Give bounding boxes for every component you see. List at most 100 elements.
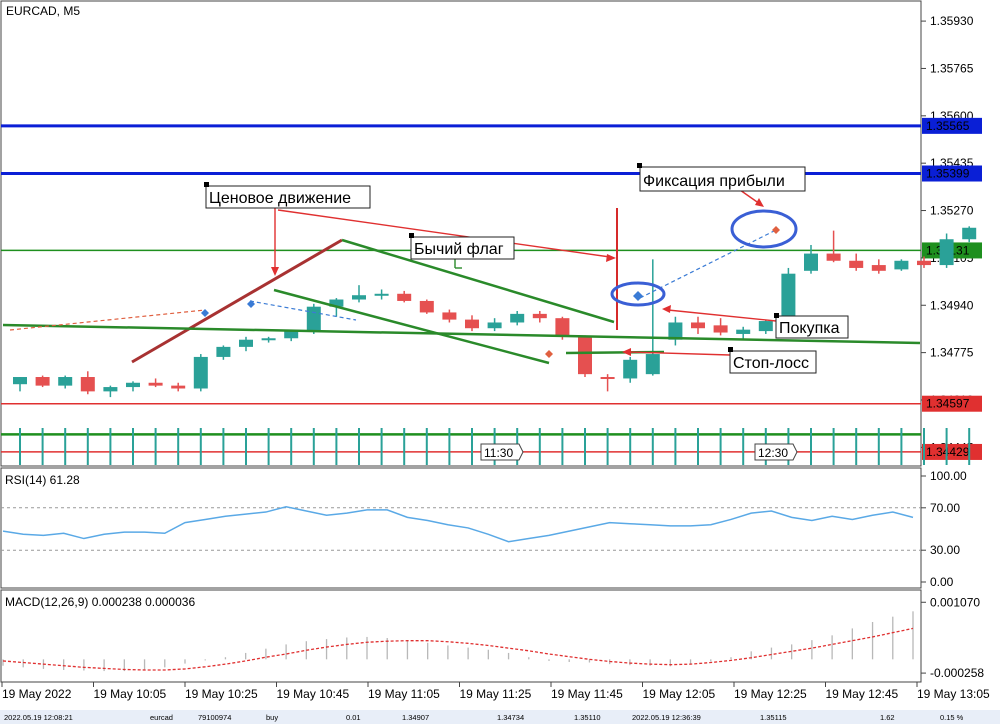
candle-body-42 [962,227,977,240]
candle-body-32 [736,329,751,334]
candle-body-18 [419,300,434,313]
candle-body-4 [103,387,118,392]
price-tick-label-6: 1.34940 [930,298,974,312]
pole-line [131,238,343,364]
candle-body-10 [239,339,253,347]
time-tick-label-2: 19 May 10:25 [185,687,258,701]
time-tick-label-7: 19 May 12:05 [643,687,716,701]
price-tick-label-7: 1.34775 [930,346,974,360]
candle-body-29 [668,322,683,340]
candle-body-23 [532,313,547,319]
candle-body-36 [826,253,841,261]
status-field-8: 2022.05.19 12:36:39 [632,713,701,722]
annotation-arrows [271,189,777,356]
candle-body-14 [329,299,344,307]
candle-body-41 [939,239,954,266]
time-tick-label-6: 19 May 11:45 [551,687,623,701]
time-tick-label-0: 19 May 2022 [2,687,72,701]
level-tag-label-4: 1.34429 [926,445,970,459]
trade-dashed-1 [9,309,206,331]
status-field-1: eurcad [150,713,173,722]
buy-circle [610,281,666,307]
candle-body-31 [713,325,728,333]
level-tag-label-1: 1.35399 [926,167,970,181]
candle-body-34 [781,273,796,323]
pattern-drawings [2,208,921,365]
support-line [2,323,921,345]
candle-body-15 [352,295,366,300]
trade-dashed-2 [249,300,357,321]
status-field-10: 1.62 [880,713,895,722]
macd-label: MACD(12,26,9) 0.000238 0.000036 [5,595,195,609]
candle-body-7 [171,385,186,389]
candle-body-19 [442,312,457,320]
candle-body-0 [13,377,27,385]
candle-body-33 [758,321,773,332]
macd-panel-frame [0,589,922,683]
rsi-indicator: 100.00 70.00 30.00 0.00 [1,469,967,589]
status-field-6: 1.34734 [497,713,524,722]
flag-lower-line [273,288,550,365]
time-tick-label-10: 19 May 13:05 [917,687,990,701]
level-tag-3 [922,395,982,412]
candle-body-37 [849,260,864,268]
candle-body-35 [804,253,818,271]
candle-body-6 [148,382,163,386]
candle-body-24 [555,318,570,337]
candle-body-27 [623,359,638,379]
entry-marker-icon-2 [247,300,255,308]
candle-body-1 [35,377,50,386]
rsi-panel-frame [0,467,922,589]
candle-body-26 [600,377,615,380]
annotation-labels: Ценовое движение Бычий флаг Фиксация при… [204,163,849,374]
status-field-11: 0.15 % [940,713,964,722]
candle-body-30 [691,322,705,329]
price-tick-label-4: 1.35270 [930,204,974,218]
rsi-label: RSI(14) 61.28 [5,473,80,487]
macd-signal-line [2,627,914,671]
price-tick-label-1: 1.35765 [930,61,974,75]
time-marker-2: 12:30 [758,446,788,460]
macd-indicator: 0.001070 -0.000258 [2,595,984,680]
macd-tick-label-1: -0.000258 [930,666,984,680]
candle-body-22 [510,313,525,323]
status-field-5: 1.34907 [402,713,429,722]
candle-body-13 [306,306,321,332]
price-panel-frame [0,0,922,467]
stop-marker-icon [545,350,553,358]
candle-body-20 [465,319,479,329]
rsi-tick-label-1: 70.00 [930,501,960,515]
rsi-line [2,505,914,543]
candle-body-16 [374,293,389,296]
level-tag-label-0: 1.35565 [926,119,970,133]
status-field-4: 0.01 [346,713,361,722]
time-tick-label-5: 19 May 11:25 [460,687,532,701]
status-field-7: 1.35110 [574,713,601,722]
level-tag-0 [922,117,982,134]
candle-body-39 [894,260,909,270]
buy-marker-icon [633,291,643,301]
level-tag-4 [922,443,982,460]
flag-upper-line [341,238,615,324]
candle-body-8 [193,356,208,389]
time-markers: 11:30 12:30 [480,443,798,461]
time-tick-label-3: 19 May 10:45 [277,687,350,701]
status-field-0: 2022.05.19 12:08:21 [4,713,73,722]
label-price-move: Ценовое движение [209,190,351,207]
status-field-3: buy [266,713,278,722]
label-buy: Покупка [779,320,840,337]
status-field-2: 79100974 [198,713,231,722]
time-tick-label-4: 19 May 11:05 [368,687,440,701]
time-marker-1: 11:30 [484,446,513,460]
candle-body-21 [487,322,502,329]
candle-body-38 [871,265,886,271]
candle-body-3 [80,377,95,392]
status-field-9: 1.35115 [760,713,787,722]
level-tag-label-3: 1.34597 [926,397,970,411]
rsi-tick-label-0: 100.00 [930,469,967,483]
time-tick-label-8: 19 May 12:25 [734,687,807,701]
level-tag-1 [922,165,982,182]
trade-dashed-3 [639,229,777,299]
candle-body-2 [58,377,73,386]
